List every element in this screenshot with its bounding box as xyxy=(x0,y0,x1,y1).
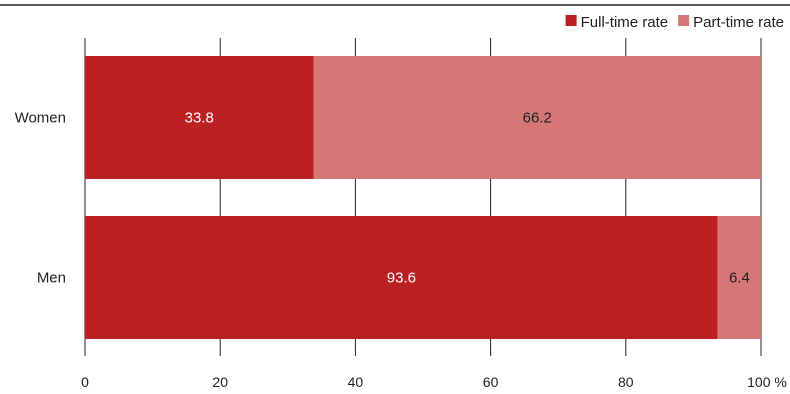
legend-swatch-full-time-rate xyxy=(565,15,577,26)
legend-label-part-time-rate: Part-time rate xyxy=(693,14,784,31)
legend: Part-time rate Full-time rate xyxy=(565,14,784,31)
x-tick-label-40: 40 xyxy=(348,374,364,390)
category-label-women: Women xyxy=(15,110,66,127)
x-tick-label-0: 0 xyxy=(81,374,89,390)
data-label-women-full-time-rate: 33.8 xyxy=(185,110,214,127)
x-tick-label-60: 60 xyxy=(483,374,499,390)
axes: 0 20 40 60 80 100 % Women Men xyxy=(15,110,787,391)
x-tick-label-80: 80 xyxy=(618,374,634,390)
data-label-men-full-time-rate: 93.6 xyxy=(387,270,416,287)
category-label-men: Men xyxy=(37,270,66,287)
x-tick-label-20: 20 xyxy=(212,374,228,390)
bar-men-part-time-rate xyxy=(717,216,761,339)
bar-women-part-time-rate xyxy=(313,56,761,179)
bar-women-full-time-rate xyxy=(85,56,314,179)
data-labels: 33.8 66.2 93.6 6.4 xyxy=(185,110,750,287)
bars xyxy=(85,56,761,339)
x-tick-label-100: 100 % xyxy=(747,374,787,390)
legend-swatch-part-time-rate xyxy=(678,15,690,26)
data-label-men-part-time-rate: 6.4 xyxy=(729,270,750,287)
data-label-women-part-time-rate: 66.2 xyxy=(523,110,552,127)
legend-label-full-time-rate: Full-time rate xyxy=(581,14,669,31)
bar-men-full-time-rate xyxy=(85,216,718,339)
